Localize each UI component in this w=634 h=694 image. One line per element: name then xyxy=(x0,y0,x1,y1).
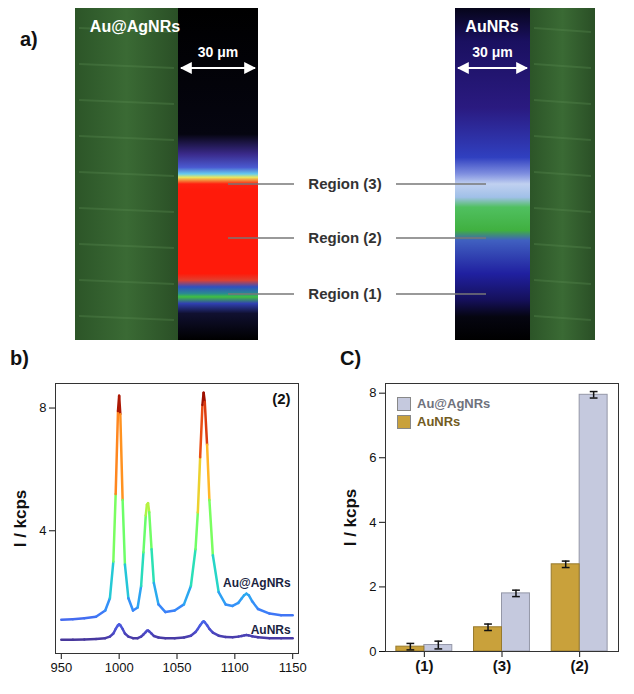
svg-text:950: 950 xyxy=(50,660,72,675)
html-text:b): b) xyxy=(10,347,29,369)
svg-text:8: 8 xyxy=(39,400,46,415)
svg-text:1150: 1150 xyxy=(279,660,307,675)
svg-text:Region (1): Region (1) xyxy=(308,285,381,302)
svg-text:2: 2 xyxy=(369,579,376,594)
html-text:Au@AgNRs: Au@AgNRs xyxy=(417,396,491,411)
svg-text:Region (2): Region (2) xyxy=(308,229,381,246)
svg-text:a): a) xyxy=(20,28,38,50)
svg-text:(1): (1) xyxy=(415,657,433,674)
svg-text:(2): (2) xyxy=(272,390,290,407)
svg-text:I / kcps: I / kcps xyxy=(341,489,360,547)
html-text:C): C) xyxy=(340,347,362,369)
svg-text:AuNRs: AuNRs xyxy=(251,623,291,637)
svg-text:4: 4 xyxy=(369,515,376,530)
svg-text:(2): (2) xyxy=(570,657,588,674)
svg-text:AuNRs: AuNRs xyxy=(465,18,518,35)
svg-text:4: 4 xyxy=(39,523,46,538)
svg-text:(3): (3) xyxy=(493,657,511,674)
svg-text:30 μm: 30 μm xyxy=(472,44,512,60)
svg-text:1050: 1050 xyxy=(163,660,192,675)
svg-text:Region (3): Region (3) xyxy=(308,175,381,192)
svg-text:Au@AgNRs: Au@AgNRs xyxy=(223,576,291,590)
svg-text:I / kcps: I / kcps xyxy=(11,490,30,548)
svg-text:30 μm: 30 μm xyxy=(198,44,238,60)
svg-text:1100: 1100 xyxy=(221,660,249,675)
svg-text:6: 6 xyxy=(369,450,376,465)
svg-text:0: 0 xyxy=(369,644,376,659)
svg-text:8: 8 xyxy=(369,385,376,400)
html-text:AuNRs: AuNRs xyxy=(417,414,461,429)
svg-text:1000: 1000 xyxy=(105,660,134,675)
svg-text:Au@AgNRs: Au@AgNRs xyxy=(90,18,180,35)
